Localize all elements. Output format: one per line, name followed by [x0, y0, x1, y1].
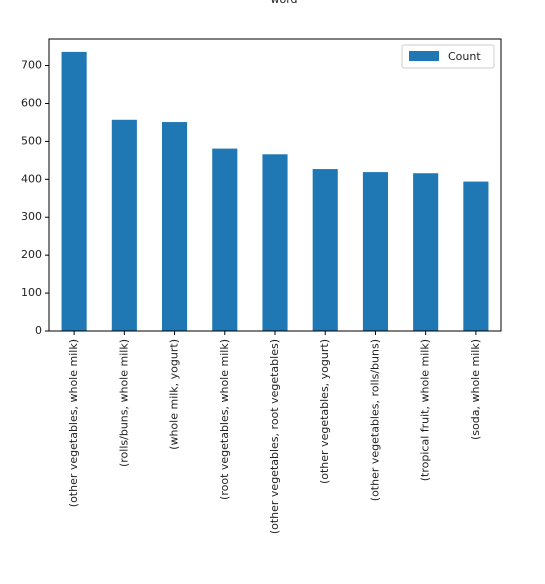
- bar: [262, 154, 288, 331]
- x-tick-label: (tropical fruit, whole milk): [419, 339, 432, 481]
- x-tick-label: (soda, whole milk): [469, 339, 482, 440]
- bar: [212, 148, 238, 331]
- x-tick-label: (other vegetables, whole milk): [67, 339, 80, 507]
- x-tick-label: (rolls/buns, whole milk): [117, 339, 130, 467]
- y-tick-label: 700: [21, 59, 42, 72]
- bars-group: [61, 51, 489, 332]
- bar: [463, 181, 489, 331]
- bar: [61, 51, 87, 332]
- y-tick-label: 600: [21, 96, 42, 109]
- x-axis: (other vegetables, whole milk) (rolls/bun…: [67, 331, 482, 534]
- y-tick-label: 400: [21, 172, 42, 185]
- legend-swatch: [409, 51, 439, 61]
- legend: Count: [401, 44, 495, 69]
- plot-frame: [48, 38, 502, 332]
- bar: [413, 173, 439, 331]
- legend-frame: [401, 44, 495, 69]
- legend-label: Count: [448, 50, 481, 63]
- y-tick-label: 300: [21, 210, 42, 223]
- chart-title: word: [270, 0, 297, 6]
- y-axis: 0 100 200 300 400 500 600 700: [21, 59, 49, 337]
- y-tick-label: 500: [21, 134, 42, 147]
- x-tick-label: (other vegetables, rolls/buns): [368, 339, 381, 501]
- y-tick-label: 100: [21, 286, 42, 299]
- y-tick-label: 200: [21, 248, 42, 261]
- bar: [111, 119, 137, 332]
- y-tick-label: 0: [35, 324, 42, 337]
- bar: [362, 172, 388, 331]
- x-tick-label: (other vegetables, root vegetables): [268, 339, 281, 534]
- x-tick-label: (root vegetables, whole milk): [218, 339, 231, 500]
- x-tick-label: (other vegetables, yogurt): [318, 339, 331, 484]
- x-tick-label: (whole milk, yogurt): [168, 339, 181, 450]
- bar: [312, 169, 338, 331]
- bar: [162, 122, 188, 331]
